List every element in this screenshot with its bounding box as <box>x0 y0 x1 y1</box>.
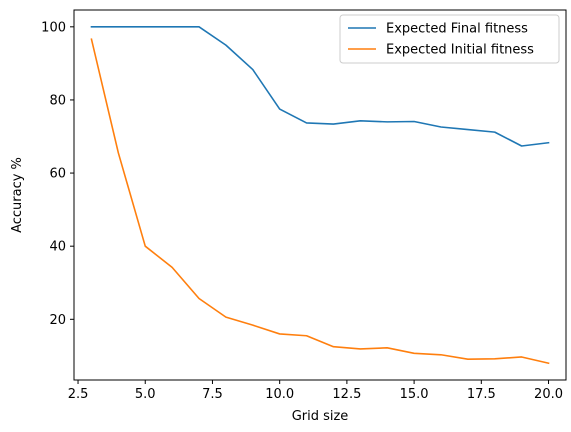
y-tick-label: 20 <box>49 313 66 328</box>
x-tick-label: 20.0 <box>534 387 563 402</box>
x-tick-label: 7.5 <box>202 387 223 402</box>
legend-box <box>339 14 560 64</box>
y-tick-label: 60 <box>49 167 66 182</box>
x-axis-label: Grid size <box>292 409 349 424</box>
y-tick-label: 40 <box>49 240 66 255</box>
legend-label: Expected Initial fitness <box>386 43 534 58</box>
x-tick-label: 5.0 <box>135 387 156 402</box>
y-axis-label: Accuracy % <box>10 157 25 233</box>
legend-label: Expected Final fitness <box>386 22 528 37</box>
x-tick-label: 17.5 <box>467 387 496 402</box>
series-line-final-fitness <box>90 26 550 147</box>
plot-layer <box>90 26 550 365</box>
x-tick-label: 12.5 <box>332 387 361 402</box>
series-line-initial-fitness <box>90 38 550 365</box>
y-tick-label: 80 <box>49 93 66 108</box>
y-tick-label: 100 <box>41 20 66 35</box>
y-axis: 20 40 60 80 100 <box>41 20 74 328</box>
plot-frame <box>73 9 567 381</box>
legend: Expected Final fitness Expected Initial f… <box>339 14 560 64</box>
x-tick-label: 15.0 <box>400 387 429 402</box>
x-tick-label: 2.5 <box>68 387 89 402</box>
x-axis: 2.5 5.0 7.5 10.0 12.5 15.0 17.5 20.0 <box>68 380 563 402</box>
x-tick-label: 10.0 <box>265 387 294 402</box>
